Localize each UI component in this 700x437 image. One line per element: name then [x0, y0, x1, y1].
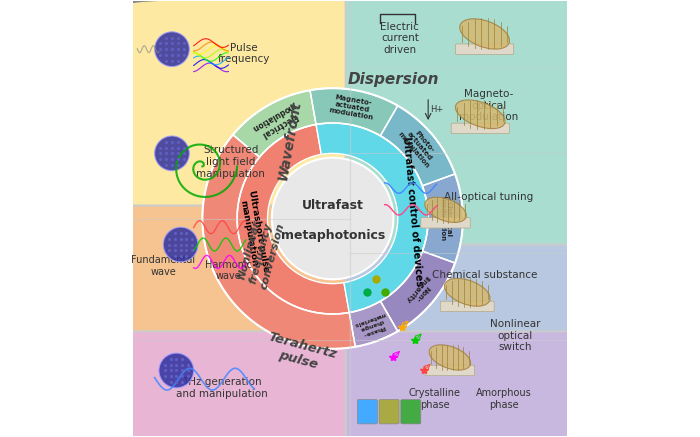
Text: Magneto-
optical
modulation: Magneto- optical modulation — [459, 89, 519, 122]
Wedge shape — [422, 174, 463, 263]
Text: Pulse
frequency: Pulse frequency — [218, 43, 270, 64]
FancyBboxPatch shape — [129, 331, 354, 437]
FancyBboxPatch shape — [129, 205, 354, 344]
FancyBboxPatch shape — [346, 0, 571, 257]
Text: metaphotonics: metaphotonics — [281, 229, 385, 243]
Text: Photo-
actuated
modulation: Photo- actuated modulation — [397, 122, 441, 170]
Wedge shape — [380, 251, 455, 331]
Text: Chemical substance: Chemical substance — [432, 270, 538, 280]
Circle shape — [272, 158, 393, 279]
FancyBboxPatch shape — [346, 245, 571, 344]
Ellipse shape — [444, 278, 490, 306]
FancyBboxPatch shape — [379, 399, 399, 424]
Circle shape — [163, 227, 198, 262]
Text: H+: H+ — [430, 105, 444, 114]
Ellipse shape — [425, 197, 466, 222]
Text: Nonlinear
optical
switch: Nonlinear optical switch — [490, 319, 540, 352]
Circle shape — [155, 136, 189, 171]
Text: Ultrafast: Ultrafast — [302, 199, 363, 212]
FancyBboxPatch shape — [456, 44, 514, 54]
Text: Phase-
change
materials: Phase- change materials — [353, 311, 390, 338]
Text: Nonlinear
frequency
conversion: Nonlinear frequency conversion — [236, 216, 286, 291]
FancyBboxPatch shape — [421, 218, 470, 228]
Circle shape — [155, 32, 189, 66]
Wedge shape — [237, 125, 349, 314]
Text: Amorphous
phase: Amorphous phase — [476, 388, 532, 409]
Wedge shape — [380, 106, 455, 186]
Text: Terahertz
pulse: Terahertz pulse — [262, 330, 338, 376]
Text: Magneto-
actuated
modulation: Magneto- actuated modulation — [328, 94, 376, 121]
Text: All-optical tuning: All-optical tuning — [444, 192, 533, 202]
Ellipse shape — [456, 100, 505, 128]
FancyBboxPatch shape — [401, 399, 421, 424]
FancyBboxPatch shape — [452, 123, 510, 134]
FancyBboxPatch shape — [425, 365, 475, 376]
Ellipse shape — [429, 345, 470, 370]
Text: Fundamental
wave: Fundamental wave — [131, 256, 195, 277]
Text: Harmonic
wave: Harmonic wave — [205, 260, 252, 281]
Ellipse shape — [460, 19, 510, 49]
Wedge shape — [316, 123, 428, 312]
Text: Electrical
modulation: Electrical modulation — [250, 100, 302, 142]
Wedge shape — [310, 88, 398, 136]
Text: Non-
linearity: Non- linearity — [403, 274, 435, 308]
Text: Chemical
modulation: Chemical modulation — [439, 196, 452, 241]
Text: Wavefront: Wavefront — [275, 99, 303, 181]
FancyBboxPatch shape — [346, 331, 571, 437]
Circle shape — [159, 353, 194, 388]
Text: Electric
current
driven: Electric current driven — [381, 22, 419, 55]
FancyBboxPatch shape — [129, 0, 354, 223]
FancyBboxPatch shape — [440, 301, 494, 312]
Wedge shape — [202, 135, 356, 349]
Text: Ultrashort pulse
manipulation: Ultrashort pulse manipulation — [237, 190, 270, 275]
FancyBboxPatch shape — [358, 399, 377, 424]
Text: Structured
light field
manipulation: Structured light field manipulation — [196, 146, 265, 179]
Text: Dispersion: Dispersion — [348, 72, 439, 87]
Text: THz generation
and manipulation: THz generation and manipulation — [176, 377, 268, 399]
Wedge shape — [233, 90, 316, 157]
Text: Crystalline
phase: Crystalline phase — [409, 388, 461, 409]
Wedge shape — [349, 301, 398, 347]
Text: Ultrafast control of devices: Ultrafast control of devices — [401, 136, 424, 287]
